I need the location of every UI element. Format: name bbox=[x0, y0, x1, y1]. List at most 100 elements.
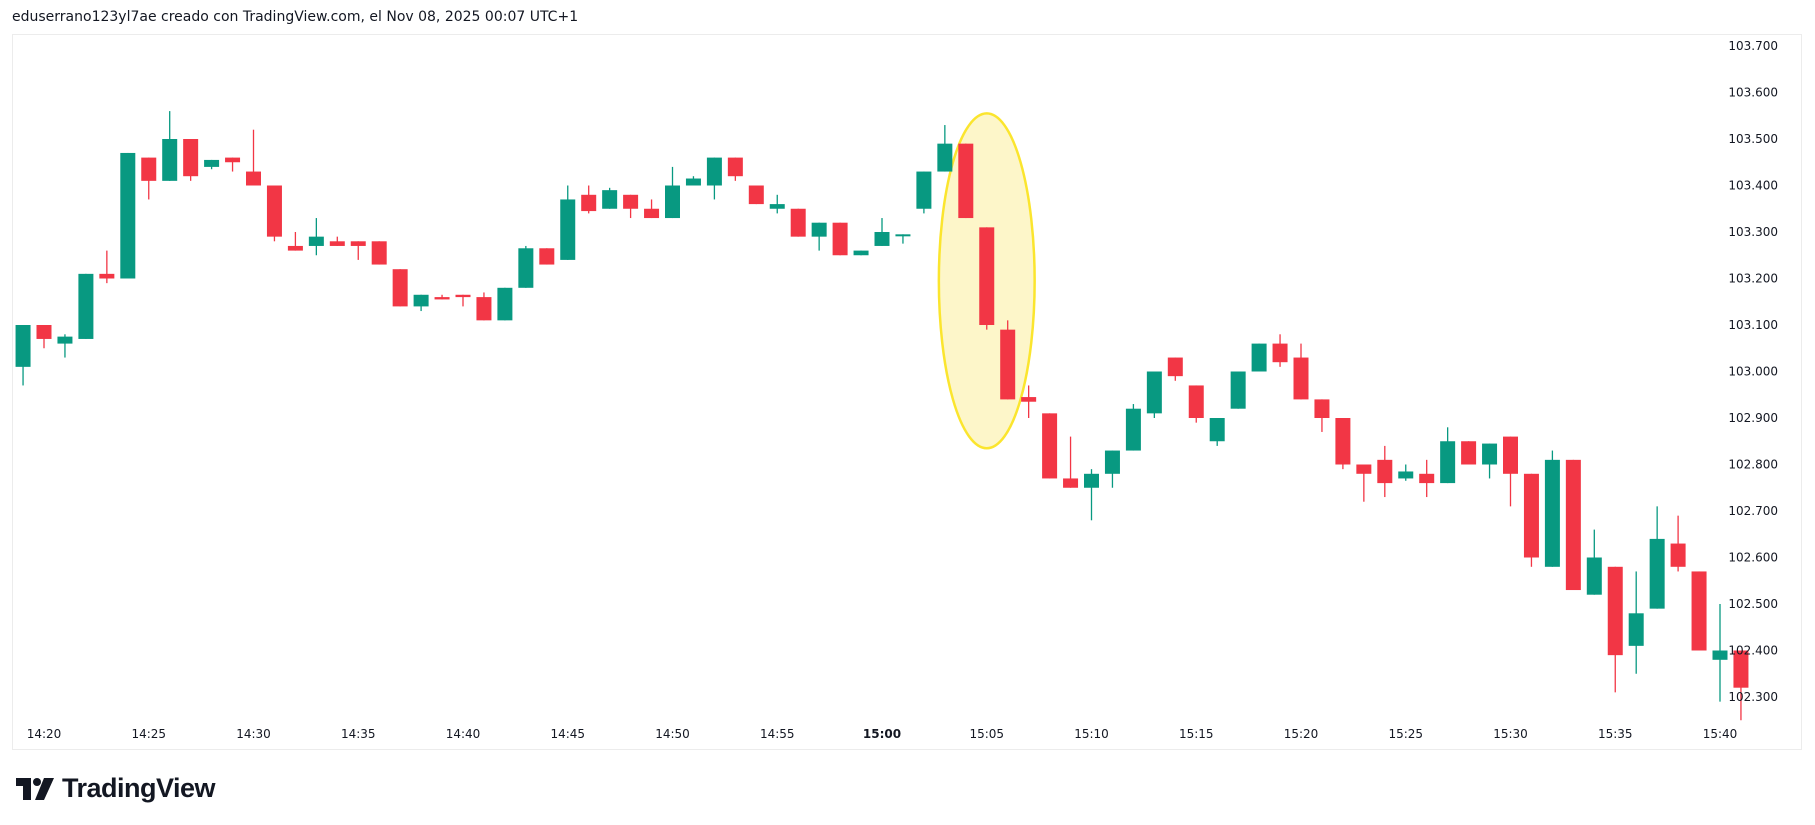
price-axis-label: 102.600 bbox=[1728, 551, 1778, 565]
price-axis-label: 103.000 bbox=[1728, 365, 1778, 379]
candle bbox=[1586, 529, 1602, 595]
candle bbox=[1523, 473, 1539, 567]
time-axis-label: 14:30 bbox=[236, 727, 271, 741]
candle bbox=[1398, 464, 1414, 481]
candle bbox=[1167, 357, 1183, 381]
candle bbox=[434, 294, 450, 300]
price-axis-label: 102.800 bbox=[1728, 458, 1778, 472]
time-axis-label: 15:40 bbox=[1703, 727, 1738, 741]
candle bbox=[706, 157, 722, 200]
candle bbox=[455, 294, 471, 307]
price-axis-label: 102.500 bbox=[1728, 597, 1778, 611]
candle bbox=[1230, 371, 1246, 409]
candle bbox=[246, 129, 261, 186]
chart-caption: eduserrano123yl7ae creado con TradingVie… bbox=[12, 9, 579, 25]
candle bbox=[1670, 515, 1686, 572]
candle bbox=[329, 236, 345, 246]
time-axis-label: 14:35 bbox=[341, 727, 376, 741]
candle bbox=[1712, 604, 1728, 702]
time-axis-label: 15:05 bbox=[969, 727, 1004, 741]
candle bbox=[832, 222, 848, 256]
candle bbox=[1125, 404, 1141, 451]
candle bbox=[958, 143, 974, 219]
candle bbox=[1209, 418, 1225, 446]
candle bbox=[99, 250, 115, 284]
price-axis-label: 103.400 bbox=[1728, 179, 1778, 193]
tradingview-logo-icon bbox=[16, 777, 54, 800]
tradingview-logo-text: TradingView bbox=[62, 773, 216, 803]
price-axis-label: 103.100 bbox=[1728, 318, 1778, 332]
time-axis-label: 15:20 bbox=[1284, 727, 1319, 741]
candle bbox=[518, 245, 534, 288]
tradingview-logo[interactable]: TradingView bbox=[16, 773, 216, 804]
candle bbox=[895, 234, 911, 244]
candle bbox=[1000, 320, 1016, 400]
candle bbox=[1063, 436, 1079, 488]
candle bbox=[1272, 334, 1288, 367]
time-axis-label: 14:45 bbox=[550, 727, 585, 741]
candle bbox=[874, 218, 890, 246]
candle bbox=[602, 187, 618, 209]
price-axis-label: 103.600 bbox=[1728, 86, 1778, 100]
time-axis-label: 15:30 bbox=[1493, 727, 1528, 741]
time-axis-label: 14:25 bbox=[131, 727, 166, 741]
candle bbox=[350, 241, 366, 260]
candle bbox=[769, 194, 785, 214]
candle bbox=[1377, 445, 1393, 498]
candle bbox=[204, 159, 220, 170]
candle bbox=[1314, 399, 1330, 432]
candle bbox=[162, 111, 178, 181]
price-axis-label: 103.700 bbox=[1728, 39, 1778, 53]
candle bbox=[497, 287, 513, 321]
candle bbox=[665, 166, 680, 219]
candle bbox=[685, 176, 701, 186]
candle bbox=[476, 292, 492, 321]
time-axis-label: 15:35 bbox=[1598, 727, 1633, 741]
chart-pane[interactable] bbox=[12, 34, 1802, 750]
time-axis-label: 14:20 bbox=[27, 727, 62, 741]
candle bbox=[1042, 413, 1058, 479]
candle bbox=[78, 273, 94, 339]
candle bbox=[748, 185, 764, 205]
time-axis-label: 14:50 bbox=[655, 727, 690, 741]
candle bbox=[392, 269, 408, 307]
candle bbox=[644, 199, 660, 219]
candle bbox=[1440, 427, 1456, 484]
candle bbox=[790, 208, 806, 237]
candle bbox=[1733, 650, 1749, 721]
candle bbox=[581, 185, 597, 214]
candle bbox=[183, 139, 199, 181]
candle bbox=[916, 171, 932, 214]
candle bbox=[1482, 443, 1498, 479]
candle bbox=[413, 294, 429, 312]
time-axis-label: 15:25 bbox=[1388, 727, 1423, 741]
price-axis-label: 103.300 bbox=[1728, 225, 1778, 239]
candle bbox=[1188, 385, 1204, 423]
candle bbox=[623, 194, 639, 219]
candle bbox=[560, 185, 576, 260]
candle bbox=[371, 241, 387, 265]
time-axis-label: 14:55 bbox=[760, 727, 795, 741]
candle bbox=[1628, 571, 1644, 674]
price-axis-label: 103.500 bbox=[1728, 132, 1778, 146]
candle bbox=[120, 152, 136, 279]
price-axis-label: 102.700 bbox=[1728, 504, 1778, 518]
candle bbox=[1335, 418, 1351, 470]
time-axis-label: 14:40 bbox=[446, 727, 481, 741]
time-axis-label: 15:15 bbox=[1179, 727, 1214, 741]
candle bbox=[937, 125, 953, 172]
candle bbox=[1503, 436, 1518, 507]
candle bbox=[57, 334, 73, 358]
candle bbox=[1649, 506, 1665, 609]
price-axis-label: 102.900 bbox=[1728, 411, 1778, 425]
candle bbox=[1544, 450, 1560, 567]
candle bbox=[15, 325, 31, 386]
candle bbox=[1607, 566, 1623, 693]
candle bbox=[1146, 371, 1162, 418]
candle bbox=[141, 157, 157, 200]
candle bbox=[1293, 343, 1309, 400]
candle bbox=[1691, 571, 1707, 651]
candle bbox=[811, 222, 827, 251]
candle bbox=[1021, 385, 1037, 418]
